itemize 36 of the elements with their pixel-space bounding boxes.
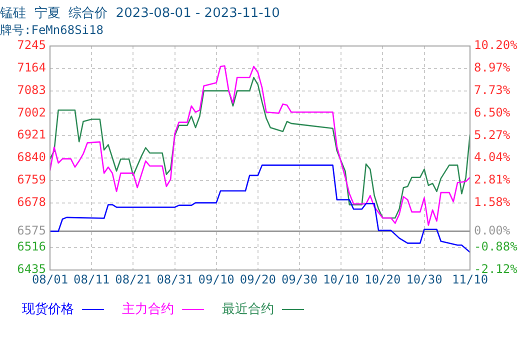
y-tick-label: 7245 [17, 38, 46, 52]
y2-tick-label: 1.58% [474, 194, 511, 209]
y-tick-label: 6759 [17, 172, 46, 187]
y-tick-label: 6575 [17, 223, 46, 238]
legend-label: 最近合约 [222, 301, 274, 318]
y-tick-label: 6840 [17, 150, 46, 164]
y-tick-label: 6516 [17, 240, 46, 254]
x-tick-label: 11/10 [452, 272, 488, 286]
y2-tick-label: 7.73% [474, 83, 511, 98]
y-tick-label: 7083 [17, 82, 46, 97]
y2-tick-label: 0.00% [474, 224, 511, 238]
x-tick-label: 08/01 [32, 272, 68, 286]
y2-tick-label: 6.50% [474, 105, 511, 120]
chart-subtitle: 牌号:FeMn68Si18 [0, 22, 104, 37]
x-tick-label: 09/20 [240, 272, 276, 286]
legend-label: 主力合约 [122, 301, 174, 318]
y2-tick-label: 10.20% [474, 38, 518, 52]
x-tick-label: 10/10 [323, 272, 360, 286]
y-tick-label: 7002 [17, 105, 46, 120]
y2-tick-label: -0.88% [474, 240, 518, 254]
y2-tick-label: 5.27% [474, 128, 511, 142]
x-tick-label: 09/10 [198, 272, 234, 286]
y-tick-label: 7164 [17, 60, 46, 75]
y2-tick-label: 4.04% [474, 150, 511, 164]
x-tick-label: 08/31 [156, 272, 193, 286]
y-tick-label: 6921 [17, 128, 46, 142]
y2-tick-label: 8.97% [474, 60, 511, 74]
chart-title: 锰硅 宁夏 综合价 2023-08-01 - 2023-11-10 [0, 5, 280, 22]
x-tick-label: 10/20 [364, 272, 401, 286]
x-tick-label: 10/30 [406, 272, 442, 286]
x-tick-label: 08/11 [74, 272, 110, 286]
x-tick-label: 08/21 [115, 272, 152, 286]
y2-tick-label: 2.81% [474, 172, 511, 186]
x-tick-label: 09/30 [281, 272, 318, 286]
legend-label: 现货价格 [22, 301, 74, 318]
y-tick-label: 6678 [17, 194, 46, 209]
